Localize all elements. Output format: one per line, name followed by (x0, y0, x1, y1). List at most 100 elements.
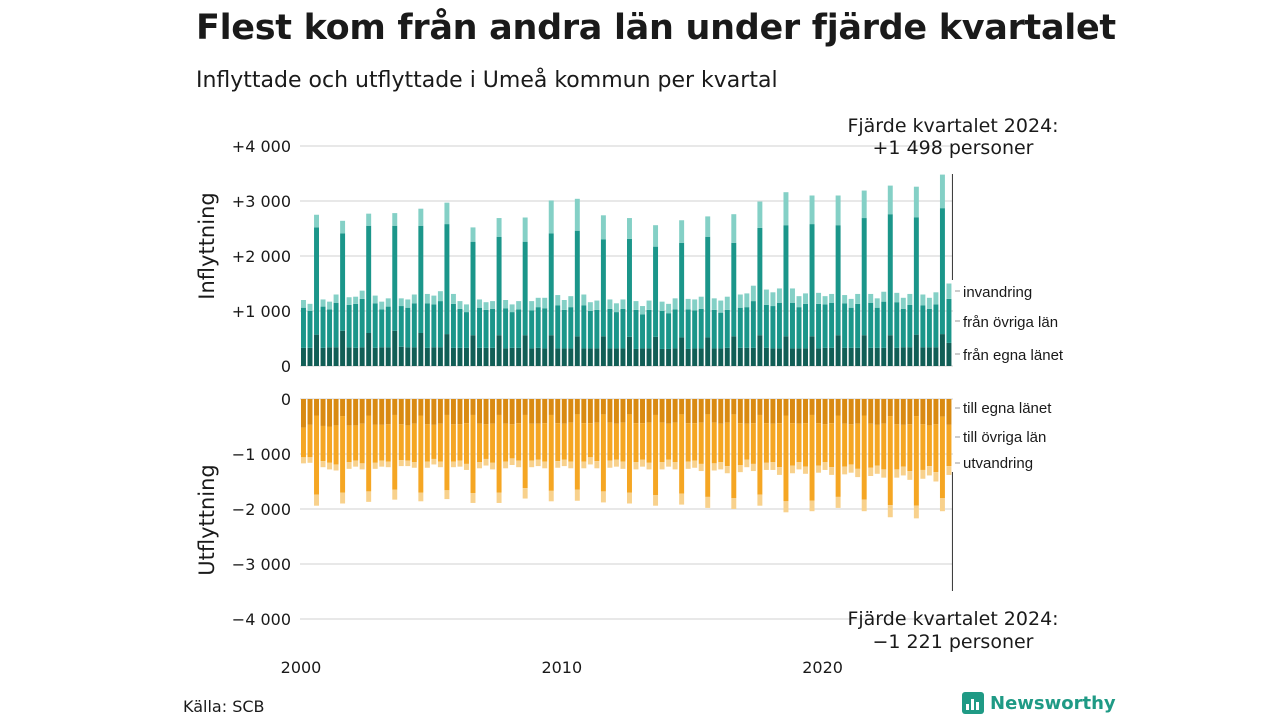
bar-in-fran-egna-lanet (366, 333, 372, 366)
bar-out-till-egna-lanet (301, 399, 306, 428)
bar-out-till-egna-lanet (327, 399, 333, 427)
bar-out-utvandring (561, 459, 567, 467)
bar-out-till-ovriga-lan (490, 423, 496, 463)
bar-out-utvandring (346, 462, 352, 469)
bar-in-fran-egna-lanet (600, 336, 606, 366)
bar-out-till-egna-lanet (757, 399, 763, 415)
bar-in-fran-ovriga-lan (881, 301, 887, 348)
bar-in-fran-ovriga-lan (946, 298, 952, 343)
bar-out-till-ovriga-lan (627, 414, 632, 493)
bar-in-invandring (424, 293, 430, 304)
bar-in-fran-egna-lanet (842, 347, 848, 366)
bar-out-utvandring (379, 460, 385, 467)
annotation-in-line2: +1 498 personer (873, 137, 1034, 159)
bar-out-till-egna-lanet (822, 399, 828, 425)
bar-out-till-egna-lanet (809, 399, 815, 415)
bar-out-utvandring (640, 459, 645, 467)
bar-in-fran-egna-lanet (307, 347, 313, 366)
bar-in-invandring (900, 297, 906, 309)
bar-in-fran-ovriga-lan (444, 224, 450, 335)
brand-logo[interactable]: Newsworthy (962, 692, 1116, 714)
bar-in-invandring (763, 289, 769, 305)
bar-in-fran-egna-lanet (822, 347, 828, 366)
bar-out-till-egna-lanet (646, 399, 652, 423)
bar-out-utvandring (842, 466, 848, 475)
bar-in-invandring (620, 299, 626, 309)
bar-in-invandring (842, 295, 848, 304)
bar-out-till-ovriga-lan (685, 423, 691, 462)
bar-in-fran-ovriga-lan (483, 309, 489, 348)
bar-in-invandring (464, 304, 469, 313)
y-tick-out: −3 000 (232, 555, 291, 574)
bar-out-utvandring (790, 465, 795, 474)
bar-in-fran-ovriga-lan (385, 306, 391, 348)
bar-out-till-egna-lanet (437, 399, 443, 424)
bar-out-till-egna-lanet (490, 399, 496, 424)
bar-out-till-ovriga-lan (633, 423, 639, 463)
y-tick-out: −1 000 (232, 445, 291, 464)
bar-in-fran-egna-lanet (431, 347, 437, 366)
bar-in-fran-egna-lanet (490, 347, 496, 366)
bar-in-fran-egna-lanet (555, 348, 561, 366)
bar-out-utvandring (320, 461, 326, 468)
bar-in-fran-ovriga-lan (926, 308, 932, 348)
bar-out-till-egna-lanet (783, 399, 789, 416)
bar-in-invandring (666, 303, 672, 314)
bar-in-fran-egna-lanet (314, 334, 319, 366)
bar-in-fran-ovriga-lan (900, 308, 906, 348)
bar-out-utvandring (405, 460, 411, 467)
bar-chart-icon (962, 692, 984, 714)
bar-in-invandring (340, 220, 346, 234)
bar-in-invandring (724, 296, 730, 310)
bar-in-invandring (542, 297, 548, 309)
bar-out-till-egna-lanet (659, 399, 665, 423)
bar-out-utvandring (646, 462, 652, 470)
bar-in-fran-ovriga-lan (496, 236, 502, 336)
bar-out-till-egna-lanet (887, 399, 893, 417)
bar-in-fran-egna-lanet (718, 348, 724, 366)
bar-in-fran-egna-lanet (620, 348, 626, 366)
bar-in-fran-ovriga-lan (744, 307, 750, 348)
bar-out-utvandring (359, 463, 365, 470)
bar-out-till-egna-lanet (464, 399, 469, 424)
bar-out-till-ovriga-lan (431, 424, 437, 459)
bar-in-invandring (633, 301, 639, 310)
bar-out-till-ovriga-lan (450, 424, 456, 462)
bar-out-utvandring (542, 461, 548, 469)
bar-in-invandring (848, 298, 854, 308)
bar-in-fran-ovriga-lan (372, 303, 378, 348)
bar-out-utvandring (829, 467, 835, 475)
bar-out-utvandring (620, 461, 626, 469)
bar-in-invandring (346, 297, 352, 305)
bar-out-utvandring (392, 489, 398, 500)
bar-out-till-egna-lanet (933, 399, 939, 425)
bar-out-till-ovriga-lan (529, 423, 535, 461)
bar-out-till-egna-lanet (574, 399, 580, 415)
bar-out-utvandring (750, 463, 756, 472)
bar-in-invandring (829, 293, 835, 303)
bar-in-fran-egna-lanet (535, 347, 541, 366)
bar-in-fran-ovriga-lan (587, 311, 593, 349)
bar-out-till-ovriga-lan (881, 423, 887, 470)
bar-out-till-egna-lanet (392, 399, 398, 415)
bar-in-fran-ovriga-lan (835, 225, 841, 336)
bar-out-till-egna-lanet (607, 399, 613, 423)
bar-in-invandring (503, 300, 509, 309)
bar-in-fran-ovriga-lan (646, 309, 652, 349)
bar-out-utvandring (848, 464, 854, 473)
bar-out-till-egna-lanet (842, 399, 848, 424)
bar-out-till-egna-lanet (705, 399, 711, 415)
bar-out-till-ovriga-lan (437, 423, 443, 462)
y-tick-in: +2 000 (232, 247, 291, 266)
bar-in-fran-ovriga-lan (490, 308, 496, 348)
bar-in-fran-egna-lanet (848, 347, 854, 366)
bar-out-till-ovriga-lan (920, 424, 926, 470)
bar-in-fran-ovriga-lan (529, 310, 535, 349)
bar-out-till-egna-lanet (894, 399, 900, 425)
bar-in-fran-egna-lanet (509, 347, 515, 366)
bar-out-till-egna-lanet (457, 399, 463, 425)
bar-in-fran-egna-lanet (692, 348, 698, 366)
bar-out-till-ovriga-lan (666, 423, 672, 460)
bar-in-invandring (809, 195, 815, 225)
